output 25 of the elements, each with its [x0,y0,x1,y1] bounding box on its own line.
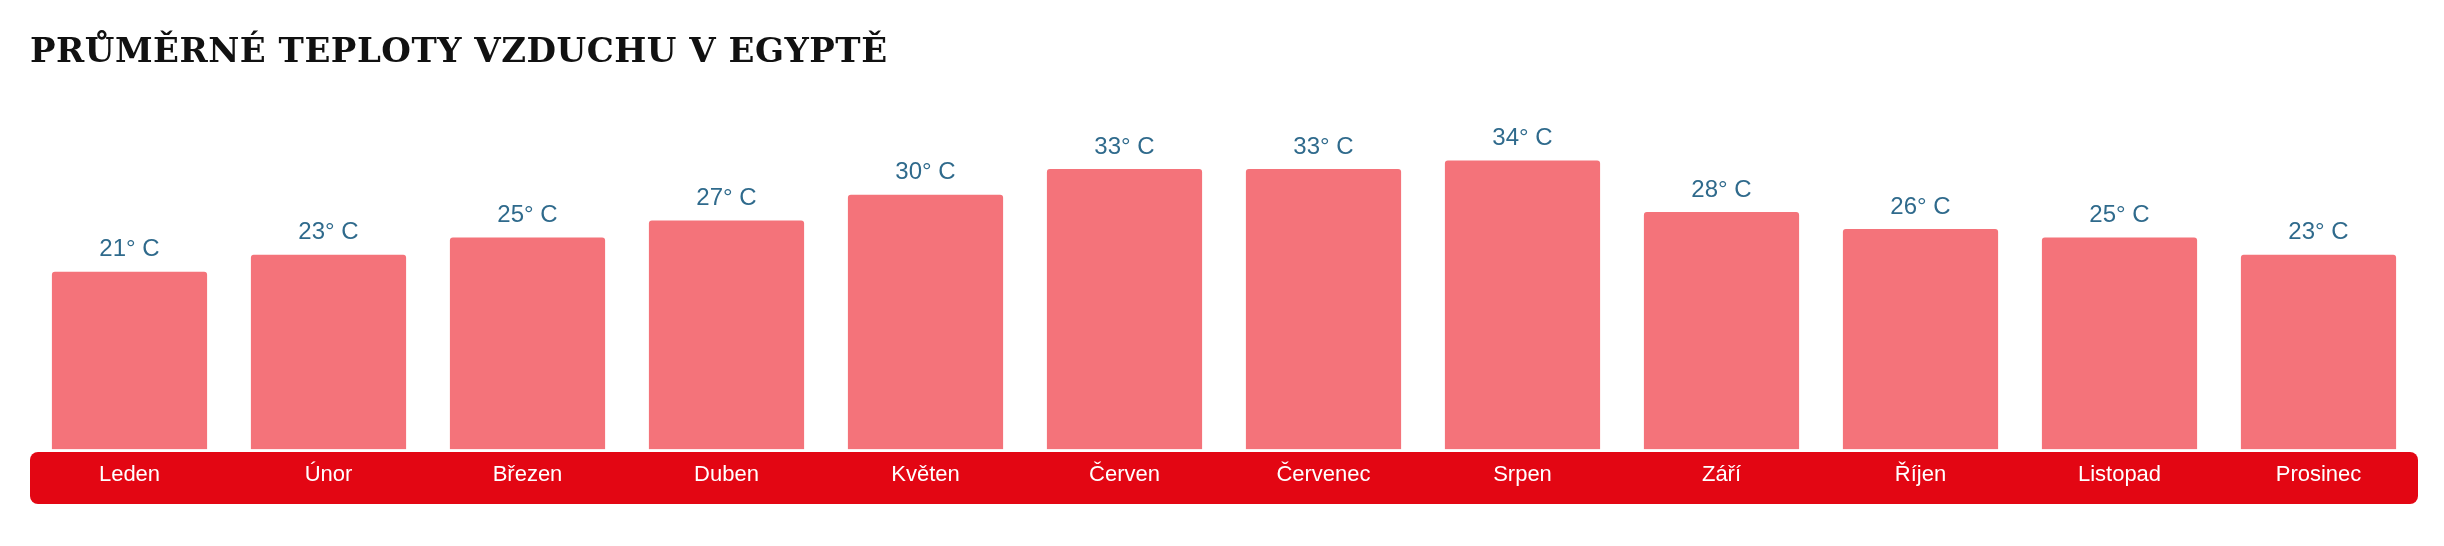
data-label: 27° C [696,183,757,211]
x-tick-label: Květen [891,460,960,486]
data-label: 33° C [1293,131,1354,159]
data-label: 23° C [298,217,359,245]
data-label: 21° C [99,234,160,262]
x-tick-label: Červenec [1276,460,1371,486]
x-tick-label: Srpen [1493,460,1552,486]
x-tick-label: Březen [492,460,563,486]
data-label: 28° C [1691,174,1752,202]
x-tick-label: Leden [98,460,161,486]
data-label: 33° C [1094,131,1155,159]
x-tick-label: Červen [1089,460,1160,486]
data-label: 30° C [895,157,956,185]
data-label: 26° C [1890,191,1951,219]
data-label: 25° C [2089,200,2150,228]
x-tick-label: Prosinec [2275,460,2362,486]
x-tick-label: Duben [694,460,759,486]
data-label: 25° C [497,200,558,228]
x-tick-label: Únor [304,460,353,486]
chart-title: PRŮMĚRNÉ TEPLOTY VZDUCHU V EGYPTĚ [30,30,888,70]
data-label: 34° C [1492,123,1553,151]
x-tick-label: Září [1701,460,1742,486]
data-label: 23° C [2288,217,2349,245]
x-tick-label: Říjen [1894,460,1947,486]
x-tick-label: Listopad [2077,460,2162,486]
